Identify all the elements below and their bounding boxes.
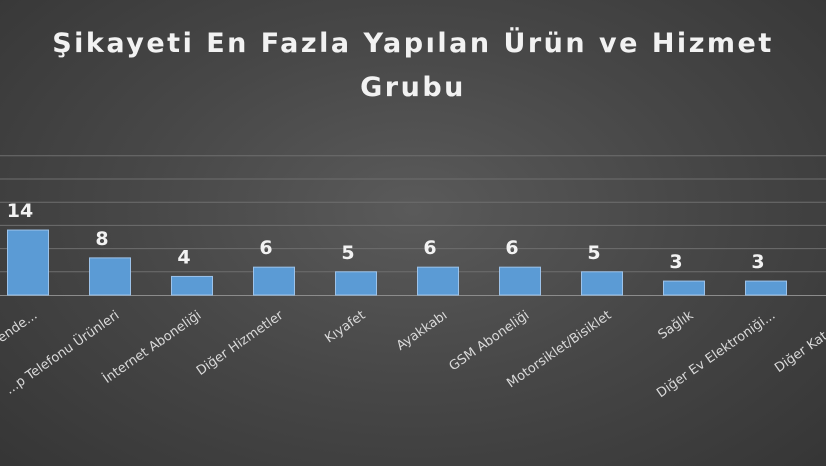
data-label: 6 xyxy=(259,237,272,259)
bar xyxy=(581,271,623,296)
x-tick-label: ...ende... xyxy=(0,308,40,353)
bar xyxy=(745,280,787,296)
data-label: 3 xyxy=(669,251,682,273)
bar xyxy=(253,266,295,296)
data-labels: 14 8 4 6 5 6 6 5 3 3 xyxy=(7,200,765,273)
x-tick-label: Ayakkabı xyxy=(394,308,450,354)
x-tick-label: Diğer Hizmetler xyxy=(194,308,287,379)
chart-title: Şikayeti En Fazla Yapılan Ürün ve Hizmet… xyxy=(0,22,826,110)
data-label: 8 xyxy=(95,228,108,250)
data-label: 6 xyxy=(505,237,518,259)
gridlines xyxy=(0,155,826,273)
bar xyxy=(89,257,131,296)
data-label: 3 xyxy=(751,251,764,273)
x-tick-label: GSM Aboneliği xyxy=(447,308,533,374)
bars xyxy=(7,229,787,296)
x-tick-label: Diğer Katego... xyxy=(772,308,826,376)
x-tick-label: Sağlık xyxy=(656,308,697,343)
data-label: 5 xyxy=(587,242,600,264)
chart-title-line-2: Grubu xyxy=(360,72,466,103)
data-label: 14 xyxy=(7,200,33,222)
bar xyxy=(417,266,459,296)
x-tick-labels: ...ende......p Telefonu Ürünleriİnternet… xyxy=(0,306,826,401)
bar xyxy=(335,271,377,296)
bar xyxy=(663,280,705,296)
bar xyxy=(499,266,541,296)
data-label: 6 xyxy=(423,237,436,259)
data-label: 4 xyxy=(177,246,190,268)
data-label: 5 xyxy=(341,242,354,264)
bar xyxy=(7,229,49,296)
bar xyxy=(171,275,213,296)
chart-title-line-1: Şikayeti En Fazla Yapılan Ürün ve Hizmet xyxy=(52,28,774,59)
x-tick-label: Kıyafet xyxy=(322,308,368,346)
